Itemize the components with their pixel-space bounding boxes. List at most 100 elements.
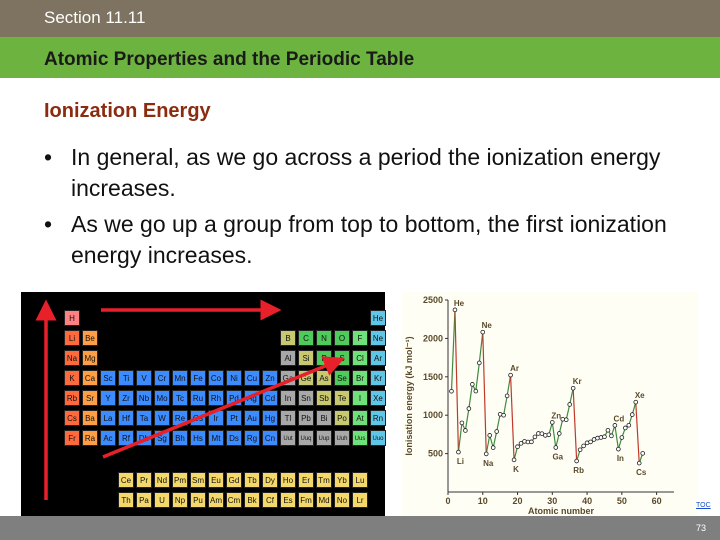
series-segment	[569, 388, 574, 405]
element-cell: Ta	[136, 410, 152, 426]
data-point	[490, 445, 496, 450]
element-cell: Hf	[118, 410, 134, 426]
series-segment	[478, 332, 484, 363]
element-cell: Bk	[244, 492, 260, 508]
series-segment	[464, 408, 470, 431]
data-point	[626, 422, 632, 428]
element-cell: Be	[82, 330, 98, 346]
bullet-item: • In general, as we go across a period th…	[44, 142, 694, 204]
element-cell: F	[352, 330, 368, 346]
element-cell: Ni	[226, 370, 242, 386]
series-segment	[506, 375, 512, 397]
bullet-text: In general, as we go across a period the…	[71, 144, 661, 201]
element-cell: Yb	[334, 472, 350, 488]
element-cell: Ra	[82, 430, 98, 446]
element-cell: Co	[208, 370, 224, 386]
data-point	[588, 439, 593, 445]
y-tick-label: 2500	[423, 295, 443, 305]
element-annotation: He	[454, 299, 465, 308]
element-cell: Au	[244, 410, 260, 426]
element-cell: Cl	[352, 350, 368, 366]
series-segment	[614, 425, 619, 450]
data-point	[563, 417, 569, 423]
y-tick-label: 500	[428, 449, 443, 459]
element-cell: Mn	[172, 370, 188, 386]
data-point	[602, 434, 607, 440]
element-cell: Mt	[208, 430, 224, 446]
element-cell: Zn	[262, 370, 278, 386]
data-point	[570, 385, 576, 391]
data-point	[459, 420, 465, 426]
element-cell: N	[316, 330, 332, 346]
section-label: Section 11.11	[44, 8, 146, 27]
data-point	[550, 420, 555, 425]
diagonal-arrow	[102, 356, 345, 459]
element-cell: Ru	[190, 390, 206, 406]
element-cell: Er	[298, 472, 314, 488]
bullet-list: • In general, as we go across a period th…	[44, 142, 694, 276]
data-point	[483, 451, 489, 457]
ionization-energy-chart: 0 10 20 30 40 50 60 500 1000 1500 2000 2500 Atomic n…	[402, 292, 698, 516]
data-point	[532, 434, 538, 440]
element-cell: Gd	[226, 472, 242, 488]
element-cell: Rh	[208, 390, 224, 406]
data-point	[623, 425, 628, 431]
element-cell: Cs	[64, 410, 80, 426]
element-cell: Tc	[172, 390, 188, 406]
chart-svg: 0 10 20 30 40 50 60 500 1000 1500 2000 2500 Atomic n…	[404, 295, 674, 516]
element-cell: Dy	[262, 472, 278, 488]
series-segment	[558, 419, 564, 434]
element-annotation: Cs	[636, 468, 647, 477]
element-cell: In	[280, 390, 296, 406]
element-cell: Ca	[82, 370, 98, 386]
element-annotation: Cd	[614, 414, 625, 423]
data-point	[456, 449, 461, 455]
data-point	[619, 435, 625, 440]
y-tick-label: 2000	[423, 333, 443, 343]
element-cell: C	[298, 330, 314, 346]
element-cell: Nd	[154, 472, 170, 488]
element-annotation: Na	[483, 459, 494, 468]
data-point	[487, 433, 493, 438]
element-cell: Uut	[280, 430, 296, 446]
y-axis-label: Ionisation energy (kJ mol⁻¹)	[404, 336, 414, 455]
element-cell: Eu	[208, 472, 224, 488]
data-point	[539, 431, 545, 436]
data-point	[567, 402, 572, 407]
element-cell: Xe	[370, 390, 386, 406]
data-point	[633, 399, 639, 405]
element-cell: H	[64, 310, 80, 326]
element-cell: At	[352, 410, 368, 426]
data-point	[574, 458, 579, 464]
element-cell: Cn	[262, 430, 278, 446]
x-tick-label: 0	[445, 496, 450, 506]
element-cell: Sm	[190, 472, 206, 488]
element-cell: Hs	[190, 430, 206, 446]
element-cell: Cu	[244, 370, 260, 386]
series-segment	[509, 375, 515, 460]
element-cell: Sr	[82, 390, 98, 406]
bullet-symbol: •	[44, 144, 53, 170]
element-cell: Ds	[226, 430, 242, 446]
element-cell: Ti	[118, 370, 134, 386]
element-cell: Al	[280, 350, 296, 366]
element-cell: Cm	[226, 492, 242, 508]
bullet-text: As we go up a group from top to bottom, …	[71, 211, 667, 268]
element-cell: Na	[64, 350, 80, 366]
toc-link[interactable]: TOC	[696, 502, 711, 509]
element-cell: Zr	[118, 390, 134, 406]
element-cell: Pb	[298, 410, 314, 426]
series-segment	[565, 404, 571, 420]
series-segment	[457, 422, 463, 453]
data-point	[473, 388, 479, 394]
element-cell: Bh	[172, 430, 188, 446]
series-segment	[468, 384, 473, 409]
element-cell: B	[280, 330, 296, 346]
data-point	[612, 423, 618, 428]
title-bar: Atomic Properties and the Periodic Table	[0, 37, 720, 78]
x-tick-label: 10	[478, 496, 488, 506]
slide-title: Atomic Properties and the Periodic Table	[44, 49, 415, 70]
series-segment	[485, 435, 491, 455]
element-cell: Pm	[172, 472, 188, 488]
element-cell: Fm	[298, 492, 314, 508]
